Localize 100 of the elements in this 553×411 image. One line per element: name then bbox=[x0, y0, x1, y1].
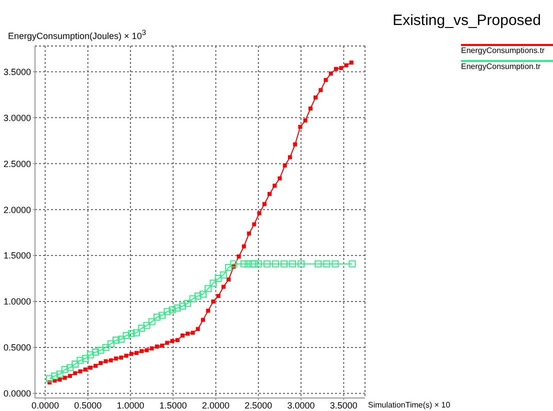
point bbox=[318, 88, 323, 92]
point bbox=[189, 295, 196, 302]
point bbox=[263, 260, 270, 268]
point bbox=[154, 344, 159, 349]
point bbox=[98, 361, 103, 366]
point bbox=[282, 163, 287, 168]
point bbox=[174, 304, 181, 312]
text: Existing_vs_Proposed bbox=[392, 12, 541, 29]
x-tick-label: 0.5000 bbox=[74, 400, 102, 410]
point bbox=[46, 375, 53, 382]
y-tick-label: 3.0000 bbox=[3, 112, 31, 123]
point bbox=[164, 308, 171, 316]
point bbox=[230, 260, 238, 268]
point bbox=[225, 264, 232, 271]
point bbox=[324, 78, 328, 82]
point bbox=[68, 374, 72, 378]
point bbox=[262, 202, 266, 206]
point bbox=[280, 260, 288, 268]
y-tick-label: 3.5000 bbox=[3, 66, 31, 77]
point bbox=[62, 376, 67, 380]
point bbox=[112, 336, 120, 344]
point bbox=[248, 260, 256, 268]
point bbox=[78, 369, 82, 374]
point bbox=[226, 277, 231, 282]
point bbox=[349, 60, 354, 65]
point bbox=[165, 340, 170, 345]
y-tick-label: 1.5000 bbox=[3, 250, 31, 261]
point bbox=[86, 351, 94, 358]
point bbox=[221, 284, 226, 289]
text: EnergyConsumptions.tr bbox=[461, 46, 545, 55]
point bbox=[334, 66, 338, 71]
point bbox=[254, 260, 262, 268]
point bbox=[308, 106, 312, 110]
point bbox=[289, 260, 296, 268]
y-tick-label: 0.0000 bbox=[3, 388, 31, 399]
point bbox=[114, 356, 118, 360]
point bbox=[216, 294, 220, 298]
point bbox=[122, 332, 130, 340]
point bbox=[148, 318, 156, 326]
point bbox=[150, 346, 154, 350]
point bbox=[194, 292, 202, 300]
y-tick-label: 0.5000 bbox=[3, 342, 31, 353]
point bbox=[199, 290, 206, 298]
y-axis-title: EnergyConsumption(Joules) × 10$^{3}$ bbox=[8, 28, 146, 41]
y-tick-label: 2.0000 bbox=[3, 204, 31, 215]
point bbox=[82, 354, 89, 362]
point bbox=[168, 306, 176, 314]
x-tick-label: 2.0000 bbox=[202, 400, 230, 410]
point bbox=[267, 192, 272, 196]
point bbox=[118, 336, 125, 343]
point bbox=[244, 260, 252, 268]
point bbox=[180, 334, 185, 338]
point bbox=[200, 318, 205, 322]
x-tick-label: 3.5000 bbox=[330, 400, 358, 410]
point bbox=[128, 330, 135, 338]
x-tick-label: 0.0000 bbox=[31, 400, 59, 410]
point bbox=[240, 260, 248, 268]
point bbox=[303, 118, 308, 122]
point bbox=[134, 350, 138, 355]
point bbox=[210, 280, 217, 287]
point bbox=[204, 285, 212, 292]
x-tick-label: 1.5000 bbox=[159, 400, 187, 410]
y-tick-label: 1.0000 bbox=[3, 296, 31, 307]
point bbox=[247, 231, 252, 236]
x-tick-label: 3.0000 bbox=[287, 400, 315, 410]
x-axis-title: SimulationTime(s) × 10 bbox=[368, 400, 451, 410]
point bbox=[51, 372, 58, 380]
point bbox=[76, 356, 84, 364]
point bbox=[348, 260, 356, 268]
point bbox=[344, 63, 348, 68]
point bbox=[332, 260, 339, 268]
point bbox=[129, 352, 134, 356]
point bbox=[61, 366, 68, 374]
point bbox=[119, 356, 124, 360]
point bbox=[104, 359, 108, 364]
point bbox=[88, 366, 92, 370]
point bbox=[186, 332, 190, 336]
point bbox=[175, 338, 180, 342]
point bbox=[66, 364, 74, 372]
point bbox=[92, 348, 100, 356]
point bbox=[143, 322, 150, 329]
point bbox=[250, 260, 258, 268]
point bbox=[140, 349, 144, 354]
point bbox=[298, 260, 305, 268]
point bbox=[272, 184, 277, 188]
point bbox=[298, 124, 302, 129]
point bbox=[190, 330, 195, 335]
point bbox=[158, 312, 166, 319]
point bbox=[144, 348, 149, 352]
point bbox=[170, 339, 174, 344]
point bbox=[97, 346, 104, 354]
point bbox=[132, 329, 140, 336]
point bbox=[252, 222, 256, 226]
point bbox=[102, 344, 110, 351]
point bbox=[257, 211, 262, 216]
x-tick-label: 1.0000 bbox=[116, 400, 144, 410]
point bbox=[339, 66, 344, 70]
point bbox=[56, 370, 64, 378]
point bbox=[196, 327, 200, 332]
point bbox=[211, 300, 216, 304]
